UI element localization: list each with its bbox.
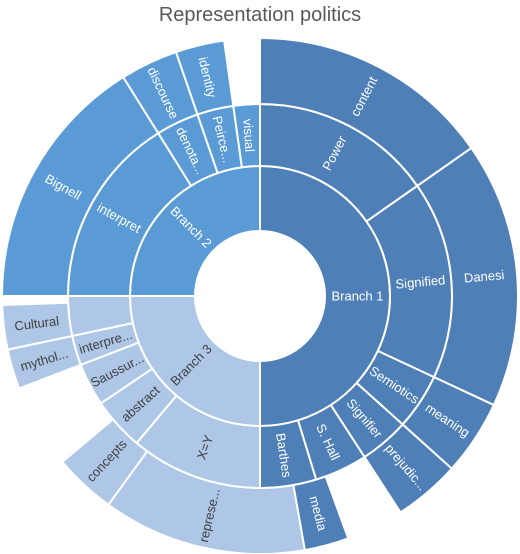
- sunburst-segment-b2-visual: [232, 102, 261, 169]
- sunburst-segment-b1-prejudice: [363, 423, 454, 514]
- sunburst-label-b3-cultural: Cultural: [14, 313, 60, 333]
- sunburst-label-b1-barthes: Barthes: [273, 432, 295, 479]
- sunburst-segment-b3-concepts: [60, 418, 149, 507]
- sunburst-segment-b2-identity: [174, 39, 235, 116]
- sunburst-label-b1-danesi: Danesi: [463, 267, 505, 285]
- sunburst-label-b1: Branch 1: [331, 289, 383, 304]
- sunburst-label-b2-visual: visual: [240, 118, 257, 152]
- sunburst-label-b1-signified: Signified: [395, 272, 446, 291]
- chart-title: Representation politics: [158, 4, 362, 26]
- sunburst-segment-b3-cultural: [1, 301, 74, 351]
